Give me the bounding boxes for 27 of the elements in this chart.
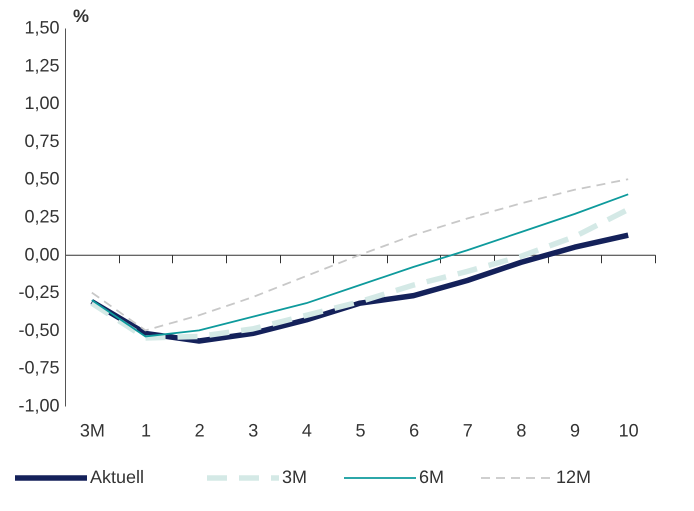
legend-label: 3M <box>282 467 308 487</box>
y-tick-label: 0,00 <box>24 244 60 264</box>
legend-label: 6M <box>419 467 444 487</box>
x-tick-label: 3M <box>80 420 105 440</box>
x-tick-label: 2 <box>194 420 205 440</box>
y-tick-label: -0,50 <box>18 320 60 340</box>
legend-label: 12M <box>556 467 592 487</box>
x-tick-label: 8 <box>516 420 526 440</box>
y-tick-label: -0,75 <box>18 358 60 378</box>
y-tick-label: 0,75 <box>24 130 60 151</box>
x-tick-label: 1 <box>140 420 151 440</box>
x-tick-label: 3 <box>248 420 258 440</box>
y-tick-label: 0,50 <box>24 168 60 189</box>
legend-label: Aktuell <box>90 467 144 487</box>
y-tick-label: 1,50 <box>24 18 60 38</box>
x-tick-label: 5 <box>355 420 366 440</box>
x-tick-label: 6 <box>409 420 420 440</box>
x-tick-label: 7 <box>462 420 473 440</box>
x-tick-label: 4 <box>302 420 312 440</box>
y-tick-label: 1,25 <box>24 55 60 76</box>
y-tick-label: 1,00 <box>24 93 60 114</box>
y-tick-label: -0,25 <box>18 282 60 302</box>
y-tick-label: 0,25 <box>24 206 60 226</box>
y-axis-title: % <box>73 6 90 26</box>
y-tick-label: -1,00 <box>18 396 60 416</box>
x-tick-label: 10 <box>618 420 639 440</box>
x-tick-label: 9 <box>570 420 580 440</box>
